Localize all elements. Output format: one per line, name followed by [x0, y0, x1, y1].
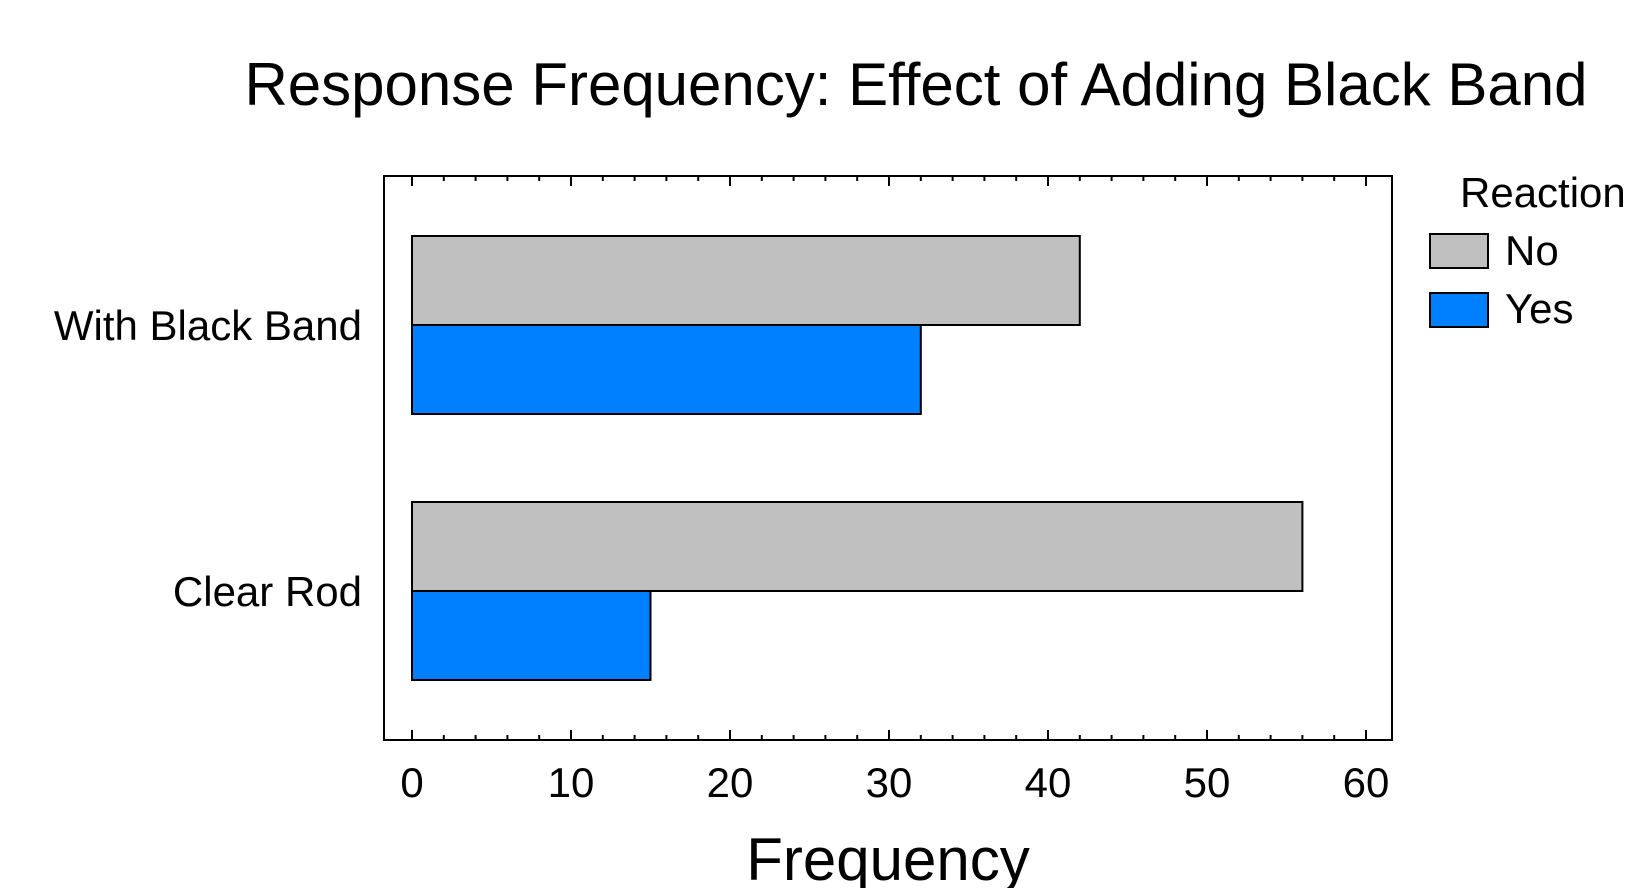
x-tick-label: 60 — [1343, 759, 1390, 806]
bars — [411, 235, 1304, 681]
bar-yes-clear-rod — [411, 590, 652, 681]
x-axis-tick-labels: 0 10 20 30 40 50 60 — [400, 759, 1389, 806]
legend-swatch-yes — [1429, 292, 1489, 328]
x-tick-label: 30 — [866, 759, 913, 806]
bar-no-with-black-band — [411, 235, 1081, 326]
category-labels: With Black Band Clear Rod — [54, 302, 362, 615]
x-tick-label: 20 — [707, 759, 754, 806]
legend-label-no: No — [1505, 227, 1559, 274]
x-axis-title: Frequency — [746, 826, 1029, 888]
x-tick-label: 10 — [548, 759, 595, 806]
x-tick-label: 50 — [1184, 759, 1231, 806]
legend: Reaction No Yes — [1429, 169, 1626, 332]
chart-title: Response Frequency: Effect of Adding Bla… — [244, 51, 1587, 118]
legend-swatch-no — [1429, 233, 1489, 269]
legend-label-yes: Yes — [1505, 285, 1574, 332]
category-label: With Black Band — [54, 302, 362, 349]
x-axis-ticks — [411, 176, 1367, 740]
x-tick-label: 0 — [400, 759, 423, 806]
bar-yes-with-black-band — [411, 324, 922, 415]
category-label: Clear Rod — [173, 568, 362, 615]
legend-title: Reaction — [1460, 169, 1626, 216]
x-tick-label: 40 — [1025, 759, 1072, 806]
bar-no-clear-rod — [411, 501, 1304, 592]
